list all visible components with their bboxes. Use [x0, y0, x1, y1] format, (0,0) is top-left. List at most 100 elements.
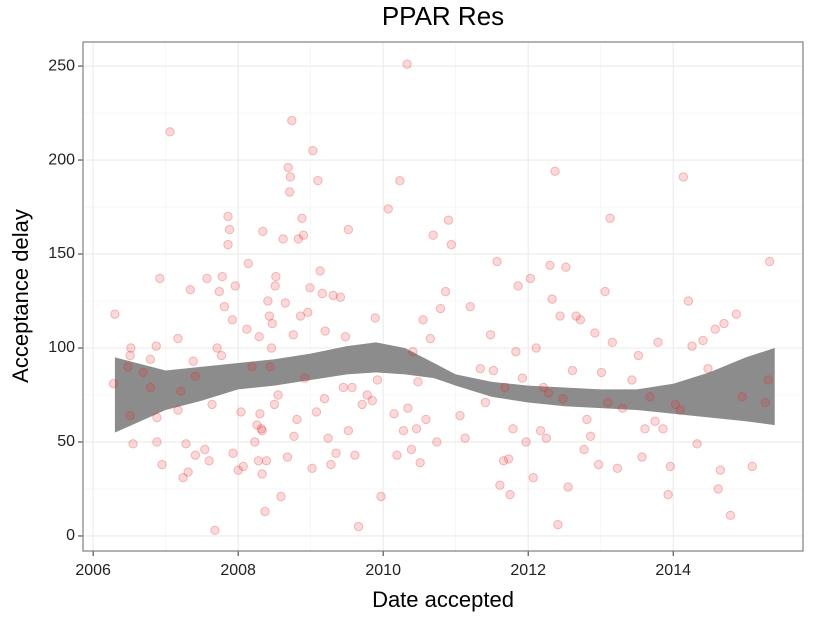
- point: [731, 309, 741, 319]
- x-tick-label: 2012: [510, 562, 546, 579]
- point: [123, 362, 133, 372]
- point: [435, 303, 446, 314]
- x-tick-label: 2010: [365, 562, 401, 579]
- point: [596, 367, 607, 378]
- point: [287, 115, 297, 126]
- point: [627, 375, 637, 385]
- point: [243, 258, 254, 269]
- point: [288, 330, 298, 340]
- point: [210, 525, 220, 536]
- x-axis-label: Date accepted: [372, 587, 514, 612]
- point: [280, 298, 290, 308]
- point: [212, 343, 222, 353]
- point: [253, 456, 264, 466]
- point: [285, 172, 296, 182]
- y-tick-label: 250: [48, 57, 75, 74]
- point: [295, 311, 306, 321]
- point: [612, 463, 623, 473]
- point: [347, 382, 357, 393]
- point: [760, 397, 770, 408]
- y-axis-label: Acceptance delay: [8, 209, 33, 383]
- point: [432, 437, 442, 447]
- point: [508, 424, 518, 434]
- point: [653, 337, 663, 348]
- point: [307, 463, 317, 473]
- chart-title: PPAR Res: [382, 1, 504, 31]
- point: [300, 373, 310, 383]
- point: [267, 318, 277, 329]
- point: [675, 405, 686, 415]
- point: [500, 382, 510, 393]
- point: [563, 482, 573, 492]
- point: [579, 444, 589, 455]
- point: [607, 337, 618, 348]
- point: [406, 444, 417, 455]
- point: [216, 350, 227, 361]
- point: [258, 226, 268, 237]
- point: [713, 484, 723, 494]
- point: [455, 410, 465, 421]
- point: [338, 382, 349, 393]
- x-tick-label: 2014: [655, 562, 691, 579]
- point: [335, 292, 346, 302]
- point: [265, 362, 275, 372]
- point: [152, 437, 162, 447]
- point: [585, 431, 596, 442]
- point: [270, 281, 280, 291]
- point: [415, 457, 425, 468]
- point: [252, 420, 262, 430]
- point: [640, 424, 650, 434]
- point: [256, 424, 267, 434]
- point: [547, 294, 557, 304]
- point: [421, 414, 431, 425]
- point: [138, 367, 148, 378]
- point: [178, 472, 188, 483]
- point: [173, 405, 183, 415]
- point: [108, 379, 119, 389]
- point: [190, 371, 201, 381]
- point: [650, 416, 660, 427]
- point: [367, 395, 378, 406]
- point: [525, 273, 536, 284]
- point: [217, 271, 227, 282]
- point: [230, 281, 240, 291]
- point: [183, 467, 193, 477]
- point: [603, 397, 613, 408]
- point: [155, 273, 165, 284]
- point: [250, 437, 260, 447]
- point: [323, 433, 333, 443]
- point: [703, 363, 713, 374]
- point: [254, 332, 264, 342]
- point: [165, 127, 175, 137]
- point: [725, 510, 736, 520]
- point: [665, 461, 676, 472]
- point: [511, 347, 521, 357]
- point: [715, 465, 726, 475]
- point: [293, 234, 304, 244]
- point: [398, 426, 409, 436]
- point: [503, 454, 514, 464]
- point: [181, 439, 191, 449]
- point: [633, 350, 644, 361]
- point: [498, 456, 509, 466]
- point: [242, 324, 252, 334]
- point: [528, 472, 538, 483]
- point: [204, 456, 214, 466]
- point: [683, 296, 694, 306]
- point: [145, 382, 156, 393]
- point: [255, 409, 265, 419]
- point: [495, 480, 505, 490]
- x-tick-label: 2006: [75, 562, 111, 579]
- point: [535, 426, 546, 436]
- point: [331, 448, 341, 458]
- point: [737, 392, 747, 402]
- point: [561, 262, 571, 272]
- point: [125, 410, 135, 421]
- point: [128, 439, 138, 449]
- point: [403, 403, 413, 413]
- point: [543, 388, 554, 398]
- point: [425, 333, 436, 344]
- point: [152, 412, 162, 423]
- point: [125, 350, 135, 361]
- point: [292, 414, 302, 425]
